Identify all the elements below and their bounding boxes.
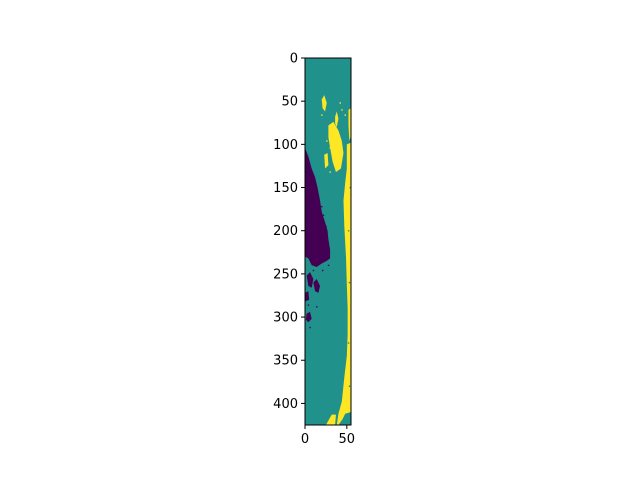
class-2-speckle bbox=[326, 140, 328, 142]
x-axis: 0 50 bbox=[301, 425, 355, 447]
class-0-region bbox=[316, 228, 324, 248]
class-0-speckle bbox=[312, 269, 315, 272]
y-tick-label: 50 bbox=[281, 95, 298, 110]
class-2-region bbox=[321, 95, 327, 112]
y-tick-label: 350 bbox=[273, 354, 298, 369]
y-tick-label: 100 bbox=[273, 138, 298, 153]
y-tick-label: 200 bbox=[273, 224, 298, 239]
class-0-region bbox=[306, 272, 314, 288]
class-0-speckle bbox=[325, 225, 327, 228]
class-0-speckle bbox=[311, 234, 313, 236]
y-axis: 0 50 100 150 200 250 300 350 400 bbox=[273, 52, 305, 412]
class-0-speckle bbox=[309, 326, 311, 329]
class-1-speckle bbox=[347, 342, 350, 344]
class-0-speckle bbox=[309, 186, 311, 189]
class-1-speckle bbox=[348, 281, 351, 284]
class-2-speckle bbox=[349, 204, 351, 206]
y-tick-label: 400 bbox=[273, 397, 298, 412]
class-2-speckle bbox=[321, 114, 323, 116]
class-1-speckle bbox=[348, 385, 351, 387]
x-tick-label: 50 bbox=[339, 432, 356, 447]
class-1-speckle bbox=[349, 186, 351, 189]
class-0-region bbox=[305, 147, 331, 267]
class-2-region bbox=[324, 152, 329, 169]
plot-frame bbox=[304, 57, 352, 426]
y-tick-label: 250 bbox=[273, 267, 298, 282]
class-0-speckle bbox=[321, 205, 323, 208]
class-2-speckle bbox=[344, 114, 346, 116]
class-2-region bbox=[335, 111, 339, 128]
class-0-speckle bbox=[312, 193, 315, 196]
class-1-speckle bbox=[347, 230, 350, 232]
class-2-region bbox=[328, 121, 344, 172]
class-0-region bbox=[305, 311, 312, 323]
class-0-speckle bbox=[316, 306, 318, 308]
class-0-speckle bbox=[314, 219, 316, 222]
class-2-speckle bbox=[329, 171, 331, 173]
class-0-speckle bbox=[319, 254, 321, 256]
y-tick-label: 150 bbox=[273, 181, 298, 196]
class-2-region bbox=[346, 142, 351, 169]
y-tick-label: 0 bbox=[290, 52, 298, 67]
class-0-speckle bbox=[321, 269, 324, 272]
class-2-region bbox=[325, 414, 336, 425]
class-2-region bbox=[336, 165, 351, 425]
x-tick-label: 0 bbox=[301, 432, 309, 447]
class-2-speckle bbox=[339, 102, 341, 104]
y-tick-label: 300 bbox=[273, 311, 298, 326]
class-0-speckle bbox=[307, 304, 310, 306]
class-2-speckle bbox=[329, 147, 331, 149]
class-2-speckle bbox=[347, 178, 350, 180]
class-2-region bbox=[348, 108, 351, 141]
class-0-speckle bbox=[322, 214, 325, 216]
class-0-region bbox=[305, 291, 310, 302]
class-2-speckle bbox=[341, 109, 343, 111]
class-0-speckle bbox=[324, 245, 326, 248]
plot-area bbox=[305, 58, 351, 425]
class-0-region bbox=[313, 279, 321, 293]
class-0-speckle bbox=[327, 264, 330, 267]
